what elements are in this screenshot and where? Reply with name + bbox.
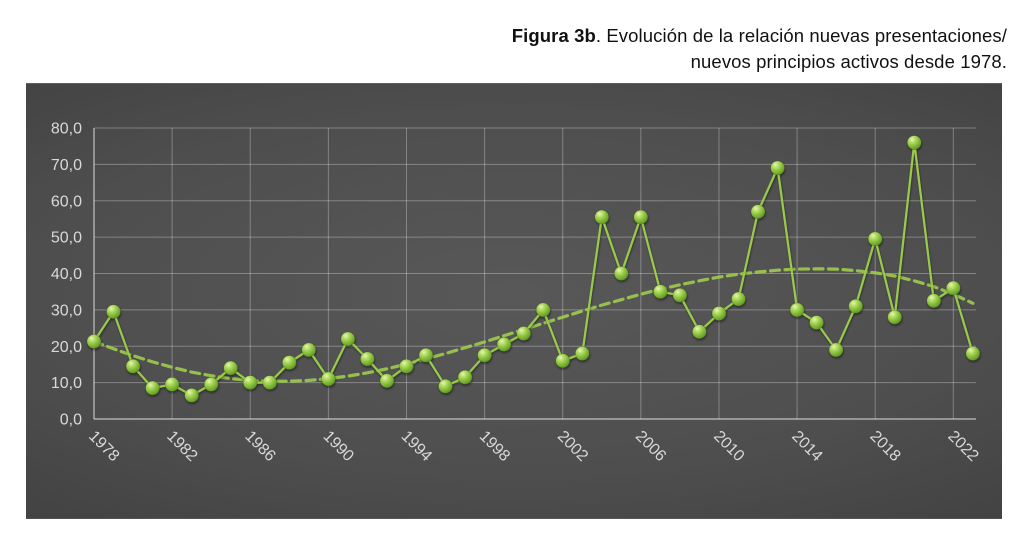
data-point-marker — [262, 375, 278, 390]
data-point-marker — [672, 288, 688, 303]
data-point-marker — [203, 377, 219, 392]
y-axis-tick-label: 30,0 — [51, 302, 82, 319]
data-point-marker — [164, 377, 180, 392]
data-point-marker — [184, 388, 199, 403]
x-axis-tick-label: 1994 — [398, 428, 435, 465]
data-point-marker — [555, 353, 571, 369]
x-axis-tick-label: 1982 — [163, 428, 200, 465]
y-axis-tick-label: 60,0 — [51, 193, 82, 210]
data-point-marker — [789, 302, 805, 318]
data-point-marker — [457, 369, 473, 385]
horizontal-gridlines — [94, 127, 976, 420]
data-point-marker — [809, 315, 824, 330]
data-point-marker — [848, 298, 864, 314]
y-axis-tick-label: 70,0 — [51, 157, 82, 174]
data-point-marker — [516, 326, 532, 341]
data-point-marker — [906, 135, 922, 150]
figure-number: Figura 3b — [511, 25, 596, 46]
data-point-marker — [633, 209, 649, 225]
x-axis-tick-label: 2014 — [788, 428, 825, 465]
x-axis-tick-label: 1978 — [85, 428, 122, 465]
data-point-marker — [477, 347, 492, 363]
y-axis-tick-label: 0,0 — [60, 412, 82, 429]
data-point-marker — [399, 358, 414, 374]
data-point-marker — [360, 351, 375, 367]
data-point-marker — [379, 373, 395, 389]
data-point-marker — [223, 360, 238, 376]
figure-caption: Figura 3b. Evolución de la relación nuev… — [387, 23, 1007, 74]
trend-line — [92, 267, 975, 383]
data-point-marker — [321, 371, 336, 387]
data-point-marker — [418, 347, 434, 363]
data-point-marker — [692, 324, 707, 339]
y-axis-tick-label: 80,0 — [51, 121, 82, 138]
data-point-marker — [438, 378, 453, 394]
figure-caption-text1: . Evolución de la relación nuevas presen… — [595, 25, 1007, 46]
figure-caption-line1: Figura 3b. Evolución de la relación nuev… — [387, 23, 1007, 49]
y-axis-tick-label: 20,0 — [51, 339, 82, 356]
data-point-marker — [301, 342, 317, 358]
data-point-marker — [496, 337, 512, 352]
x-axis-tick-label: 2010 — [710, 428, 747, 465]
x-axis-tick-label: 1990 — [320, 428, 357, 465]
y-axis-tick-label: 50,0 — [51, 230, 82, 247]
y-axis-tick-label: 40,0 — [51, 266, 82, 283]
x-axis-tick-label: 2002 — [554, 428, 591, 465]
x-axis-tick-label: 2022 — [944, 428, 981, 465]
y-axis-labels: 0,0 10,0 20,0 30,0 40,0 50,0 60,0 70,0 80,0 — [51, 121, 82, 429]
data-point-marker — [242, 375, 258, 390]
data-point-marker — [828, 342, 844, 358]
x-axis-labels: 1978 1982 1986 1990 1994 1998 2002 2006 2010 2014… — [85, 428, 982, 465]
data-point-marker — [613, 266, 629, 281]
data-point-marker — [965, 346, 981, 361]
data-point-marker — [106, 304, 121, 319]
chart-panel: 0,0 10,0 20,0 30,0 40,0 50,0 60,0 70,0 80,0 1978 1… — [26, 83, 1002, 519]
data-point-marker — [770, 160, 785, 176]
data-point-marker — [145, 380, 160, 396]
data-point-marker — [887, 309, 903, 325]
data-point-marker — [945, 280, 961, 296]
x-axis-tick-label: 2006 — [632, 428, 669, 465]
x-axis-tick-label: 2018 — [866, 428, 903, 465]
data-point-marker — [711, 306, 727, 321]
data-point-marker — [653, 284, 668, 299]
data-point-marker — [750, 204, 766, 219]
x-axis-tick-label: 1986 — [241, 428, 278, 465]
data-point-marker — [594, 209, 610, 225]
data-point-marker — [340, 331, 356, 347]
data-series-line — [93, 141, 974, 397]
data-point-marker — [867, 231, 883, 247]
data-point-marker — [86, 334, 102, 349]
x-axis-tick-label: 1998 — [476, 428, 513, 465]
data-series — [86, 135, 981, 403]
data-point-marker — [125, 358, 141, 374]
y-axis-tick-label: 10,0 — [51, 375, 82, 392]
figure-caption-line2: nuevos principios activos desde 1978. — [387, 49, 1007, 75]
data-point-marker — [281, 355, 297, 370]
data-point-marker — [574, 346, 590, 361]
data-point-marker — [926, 293, 942, 309]
figure-caption-text2: nuevos principios activos desde 1978. — [690, 50, 1007, 72]
data-point-marker — [731, 291, 746, 307]
data-point-marker — [535, 302, 551, 318]
